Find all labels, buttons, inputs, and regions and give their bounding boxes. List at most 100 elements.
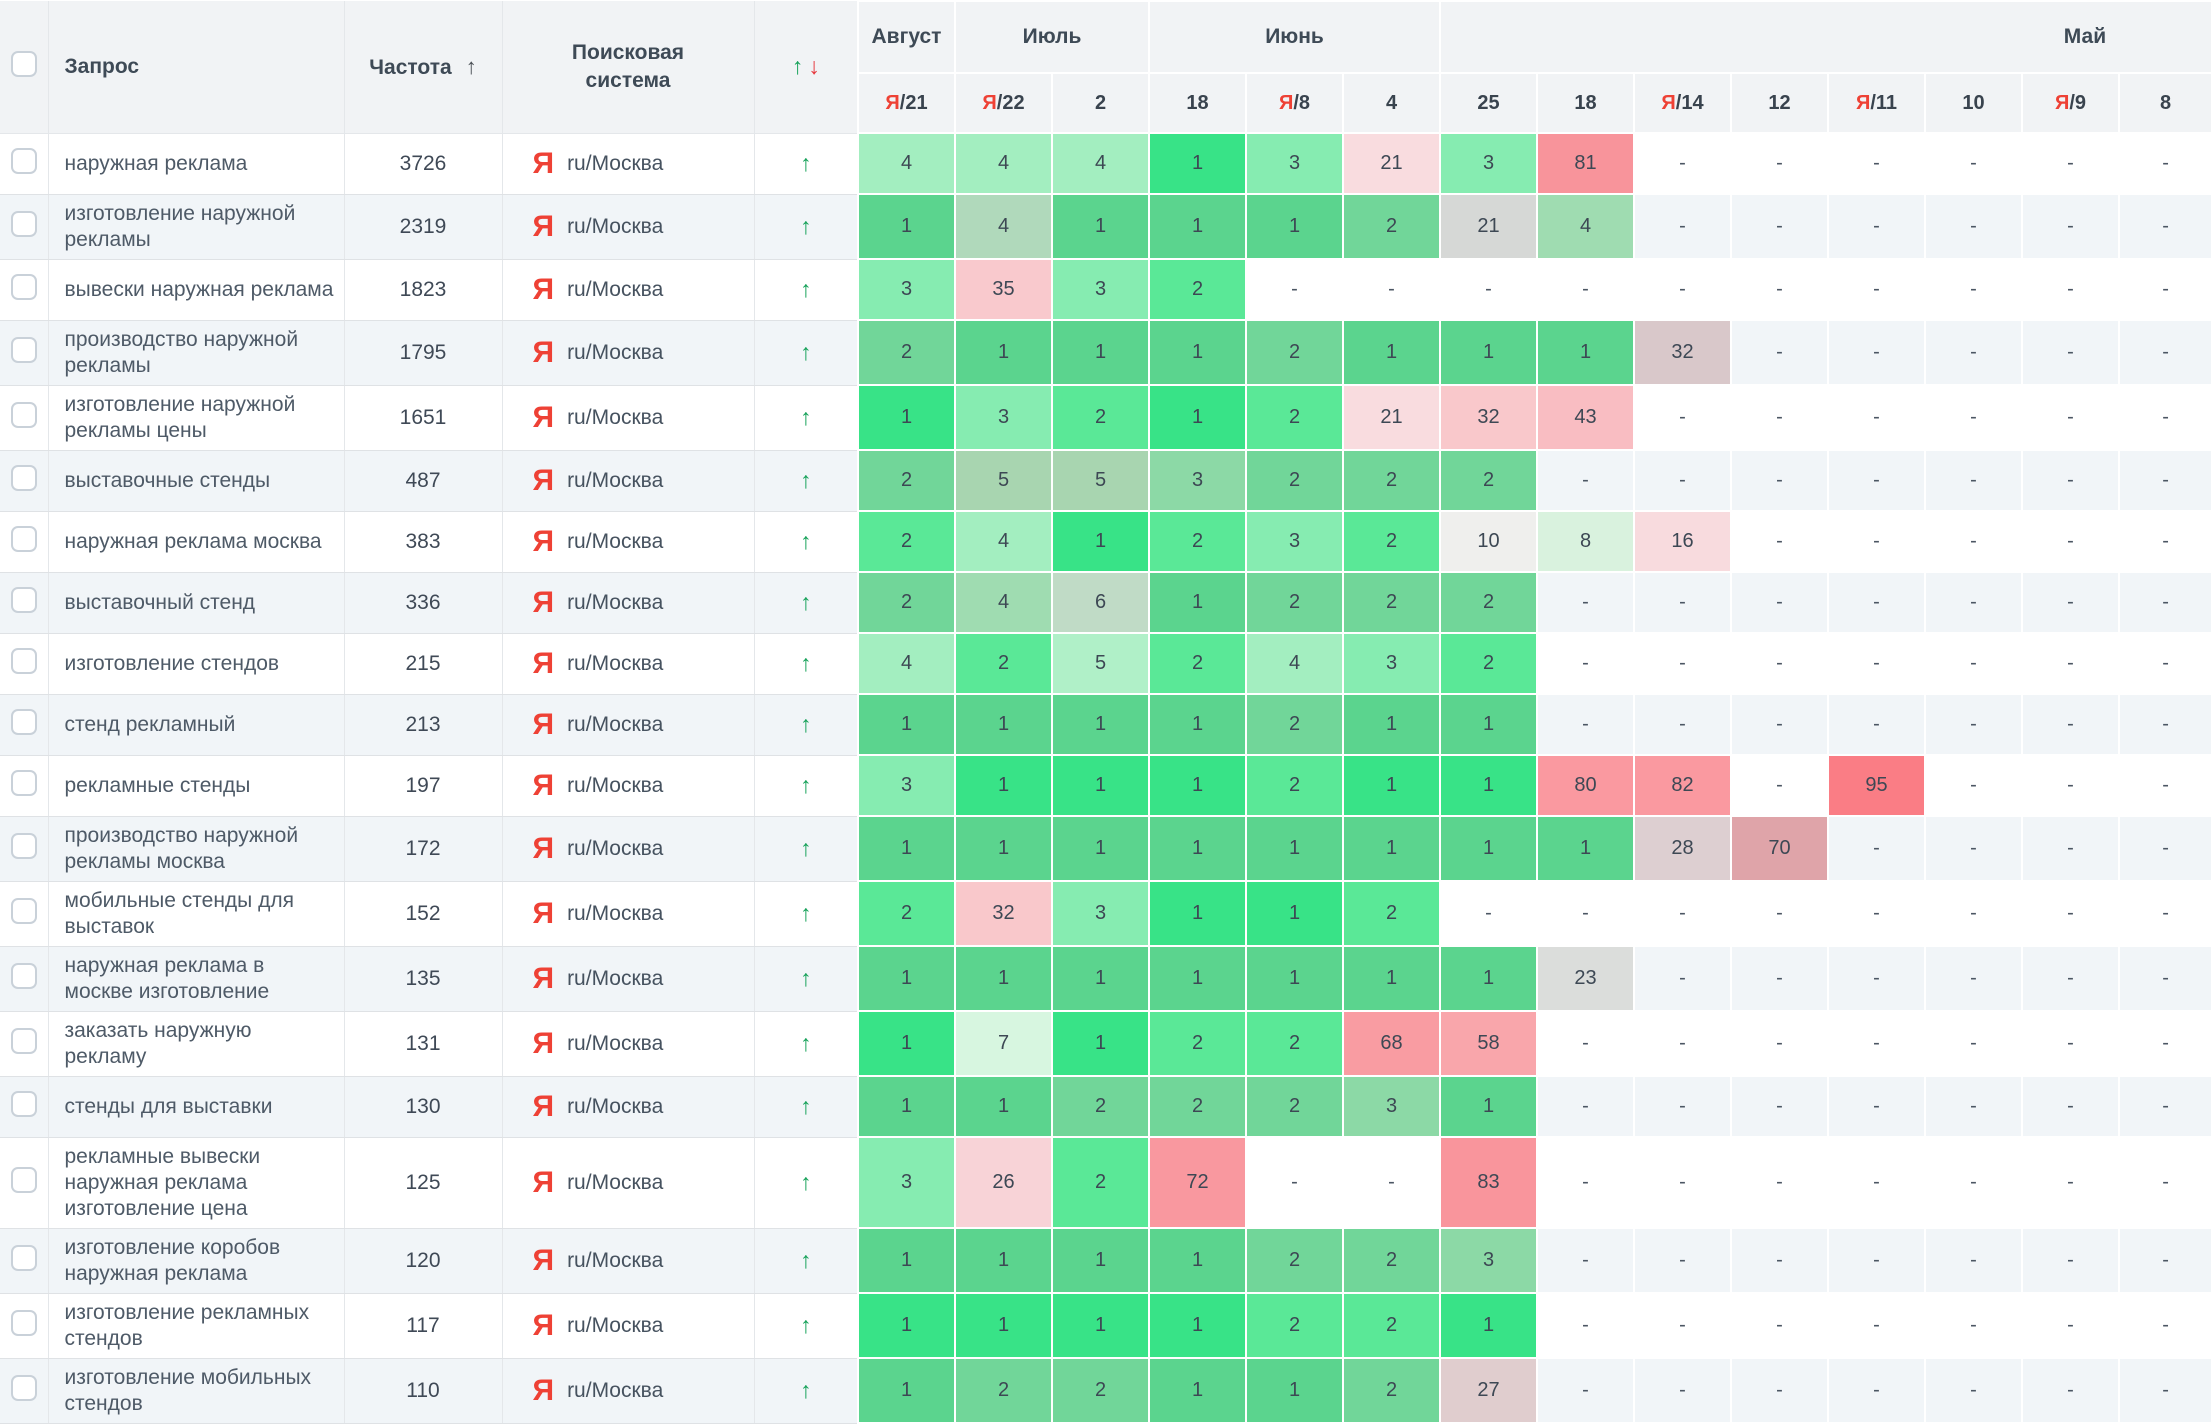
row-checkbox-cell bbox=[0, 946, 49, 1012]
query-cell[interactable]: изготовление стендов bbox=[48, 633, 345, 695]
position-cell: 2 bbox=[1342, 1292, 1442, 1359]
row-checkbox[interactable] bbox=[10, 647, 37, 674]
position-cell: 1 bbox=[1148, 945, 1248, 1012]
table-row: рекламные вывески наружная реклама изгот… bbox=[0, 1136, 2212, 1229]
row-checkbox[interactable] bbox=[10, 1090, 37, 1117]
sort-ascending-icon[interactable]: ↑ bbox=[465, 53, 477, 79]
position-cell: - bbox=[1730, 132, 1830, 195]
date-column-header[interactable]: 12 bbox=[1730, 72, 1830, 134]
row-checkbox[interactable] bbox=[10, 1166, 37, 1193]
query-cell[interactable]: изготовление рекламных стендов bbox=[48, 1293, 345, 1359]
query-cell[interactable]: выставочный стенд bbox=[48, 572, 345, 634]
position-cell: 1 bbox=[1439, 945, 1539, 1012]
updown-column-header[interactable]: ↑ ↓ bbox=[754, 1, 859, 134]
date-column-header[interactable]: 10 bbox=[1924, 72, 2024, 134]
query-cell[interactable]: вывески наружная реклама bbox=[48, 259, 345, 321]
query-cell[interactable]: мобильные стенды для выставок bbox=[48, 881, 345, 947]
row-checkbox[interactable] bbox=[10, 273, 37, 300]
query-column-header[interactable]: Запрос bbox=[48, 1, 345, 134]
position-cell: - bbox=[1827, 132, 1927, 195]
query-cell[interactable]: наружная реклама в москве изготовление bbox=[48, 946, 345, 1012]
row-checkbox-cell bbox=[0, 133, 49, 195]
month-header-4: Май bbox=[1439, 0, 2212, 74]
position-cell: 4 bbox=[1245, 632, 1345, 695]
arrow-up-icon[interactable]: ↑ bbox=[791, 53, 804, 80]
row-checkbox[interactable] bbox=[10, 1374, 37, 1401]
arrow-down-icon[interactable]: ↓ bbox=[808, 53, 820, 80]
yandex-icon: Я bbox=[532, 1089, 555, 1123]
position-cell: 5 bbox=[954, 449, 1053, 512]
row-checkbox[interactable] bbox=[10, 401, 37, 428]
query-cell[interactable]: наружная реклама bbox=[48, 133, 345, 195]
date-column-header[interactable]: Я/21 bbox=[857, 72, 956, 134]
row-checkbox[interactable] bbox=[10, 210, 37, 237]
date-column-header[interactable]: 8 bbox=[2118, 72, 2212, 134]
date-column-header[interactable]: 18 bbox=[1536, 72, 1636, 134]
row-checkbox[interactable] bbox=[10, 1244, 37, 1271]
query-cell[interactable]: производство наружной рекламы москва bbox=[48, 816, 345, 882]
query-cell[interactable]: стенд рекламный bbox=[48, 694, 345, 756]
search-engine-label: ru/Москва bbox=[567, 340, 664, 364]
position-cell: 2 bbox=[1245, 449, 1345, 512]
row-checkbox[interactable] bbox=[10, 586, 37, 613]
query-cell[interactable]: рекламные стенды bbox=[48, 755, 345, 817]
row-checkbox[interactable] bbox=[10, 1027, 37, 1054]
date-label: 4 bbox=[1385, 91, 1398, 114]
position-cell: - bbox=[1536, 1075, 1636, 1138]
date-column-header[interactable]: 25 bbox=[1439, 72, 1539, 134]
row-checkbox[interactable] bbox=[10, 336, 37, 363]
row-checkbox[interactable] bbox=[10, 147, 37, 174]
position-cell: - bbox=[1827, 632, 1927, 695]
date-column-header[interactable]: 4 bbox=[1342, 72, 1442, 134]
yandex-icon: Я bbox=[532, 335, 555, 369]
position-cell: - bbox=[2118, 693, 2212, 756]
position-cell: 58 bbox=[1439, 1010, 1539, 1077]
date-label: /21 bbox=[899, 91, 928, 114]
row-checkbox[interactable] bbox=[10, 832, 37, 859]
month-label: Июль bbox=[1022, 25, 1082, 48]
position-cell: - bbox=[2021, 632, 2121, 695]
position-cell: - bbox=[1730, 384, 1830, 451]
query-cell[interactable]: выставочные стенды bbox=[48, 450, 345, 512]
query-cell[interactable]: изготовление наружной рекламы bbox=[48, 194, 345, 260]
query-cell[interactable]: заказать наружную рекламу bbox=[48, 1011, 345, 1077]
query-cell[interactable]: наружная реклама москва bbox=[48, 511, 345, 573]
frequency-column-header[interactable]: Частота ↑ bbox=[344, 1, 503, 134]
row-checkbox[interactable] bbox=[10, 708, 37, 735]
date-column-header[interactable]: Я/14 bbox=[1633, 72, 1733, 134]
date-column-header[interactable]: Я/11 bbox=[1827, 72, 1927, 134]
position-cell: - bbox=[1924, 1292, 2024, 1359]
date-column-header[interactable]: Я/8 bbox=[1245, 72, 1345, 134]
query-cell[interactable]: изготовление наружной рекламы цены bbox=[48, 385, 345, 451]
row-checkbox[interactable] bbox=[10, 464, 37, 491]
position-cell: 23 bbox=[1536, 945, 1636, 1012]
query-cell[interactable]: изготовление коробов наружная реклама bbox=[48, 1228, 345, 1294]
row-checkbox[interactable] bbox=[10, 525, 37, 552]
row-checkbox[interactable] bbox=[10, 769, 37, 796]
select-all-checkbox[interactable] bbox=[10, 51, 37, 78]
date-column-header[interactable]: 18 bbox=[1148, 72, 1248, 134]
query-cell[interactable]: производство наружной рекламы bbox=[48, 320, 345, 386]
position-cell: 1 bbox=[1148, 1227, 1248, 1294]
position-cell: 2 bbox=[1342, 193, 1442, 260]
row-checkbox-cell bbox=[0, 881, 49, 947]
row-checkbox[interactable] bbox=[10, 962, 37, 989]
query-cell[interactable]: стенды для выставки bbox=[48, 1076, 345, 1138]
row-checkbox[interactable] bbox=[10, 1309, 37, 1336]
position-cell: - bbox=[2021, 1227, 2121, 1294]
date-column-header[interactable]: Я/9 bbox=[2021, 72, 2121, 134]
query-cell[interactable]: рекламные вывески наружная реклама изгот… bbox=[48, 1137, 345, 1229]
date-column-header[interactable]: 2 bbox=[1050, 72, 1151, 134]
position-cell: 1 bbox=[1148, 815, 1248, 882]
date-column-header[interactable]: Я/22 bbox=[954, 72, 1053, 134]
row-checkbox[interactable] bbox=[10, 897, 37, 924]
date-label: 18 bbox=[1574, 91, 1597, 114]
query-cell[interactable]: изготовление мобильных стендов bbox=[48, 1358, 345, 1424]
